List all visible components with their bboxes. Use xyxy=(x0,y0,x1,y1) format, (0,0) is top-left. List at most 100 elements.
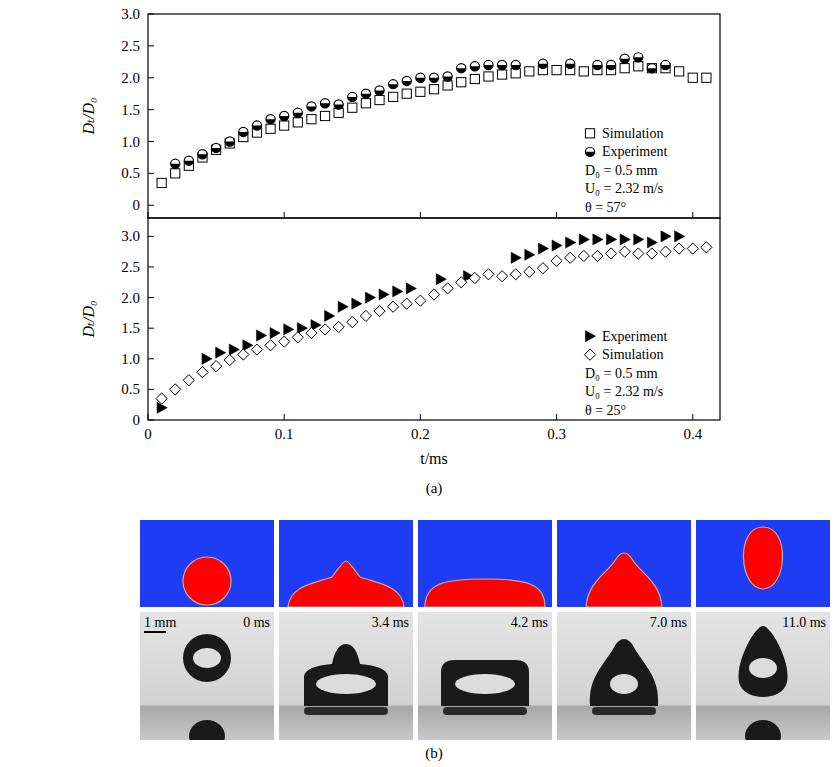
point xyxy=(470,62,479,71)
simulation-frame xyxy=(418,520,552,607)
point-outline xyxy=(239,127,248,136)
point-fill xyxy=(566,64,575,69)
point xyxy=(224,354,235,365)
point xyxy=(198,150,207,159)
point xyxy=(661,231,671,242)
point xyxy=(361,89,370,98)
point xyxy=(347,316,358,327)
photo-background xyxy=(418,612,552,740)
frame-time: 4.2 ms xyxy=(511,615,548,630)
simulation-droplet xyxy=(743,527,782,589)
point-fill xyxy=(280,116,289,121)
y-tick xyxy=(148,141,154,142)
point-outline xyxy=(293,108,302,117)
point xyxy=(375,86,384,95)
point xyxy=(497,60,506,69)
point xyxy=(620,234,630,245)
point xyxy=(634,53,643,62)
chart-1: 00.51.01.52.02.53.000.10.20.30.4Dₜ/D₀t/m… xyxy=(80,218,720,467)
point xyxy=(229,344,239,355)
annotation: D₀ = 0.5 mm xyxy=(585,163,658,178)
point-fill xyxy=(429,78,438,83)
point xyxy=(183,375,194,386)
point xyxy=(416,73,425,82)
point xyxy=(416,87,425,96)
data-points xyxy=(157,53,711,188)
point xyxy=(647,64,656,73)
frame-time: 7.0 ms xyxy=(650,615,687,630)
photo-background xyxy=(557,612,691,740)
point-outline xyxy=(511,60,520,69)
point xyxy=(238,349,249,360)
y-tick-label: 1.5 xyxy=(121,320,140,336)
point-outline xyxy=(225,137,234,146)
point-outline xyxy=(171,159,180,168)
point-outline xyxy=(361,89,370,98)
y-tick xyxy=(148,14,154,15)
point-fill xyxy=(585,152,594,157)
photo-frame xyxy=(696,612,830,740)
y-tick-label: 0.5 xyxy=(121,165,140,181)
point xyxy=(660,246,671,257)
point xyxy=(171,169,180,178)
point xyxy=(307,102,316,111)
point-fill xyxy=(239,132,248,137)
point xyxy=(348,103,357,112)
point-outline xyxy=(585,147,594,156)
photo-droplet xyxy=(441,660,529,706)
point xyxy=(605,248,616,259)
y-tick-label: 1.5 xyxy=(121,102,140,118)
point xyxy=(457,78,466,87)
point xyxy=(352,298,362,309)
x-tick xyxy=(556,212,557,218)
point-fill xyxy=(484,65,493,70)
point-fill xyxy=(634,57,643,62)
point xyxy=(457,64,466,73)
point xyxy=(585,129,594,138)
point-fill xyxy=(538,64,547,69)
y-tick xyxy=(148,173,154,174)
chart-0: 00.51.01.52.02.53.0Dₜ/D₀SimulationExperi… xyxy=(80,6,720,218)
point-outline xyxy=(470,62,479,71)
point xyxy=(510,269,521,280)
y-tick-label: 2.0 xyxy=(121,70,140,86)
point xyxy=(338,301,348,312)
y-tick-label: 3.0 xyxy=(121,228,140,244)
point xyxy=(270,327,280,338)
point xyxy=(402,76,411,85)
snapshots: 0 ms3.4 ms4.2 ms7.0 ms11.0 ms1 mm xyxy=(140,520,830,752)
point xyxy=(675,231,685,242)
point-fill xyxy=(307,106,316,111)
y-tick-label: 1.0 xyxy=(121,134,140,150)
point xyxy=(442,283,453,294)
photo-highlight xyxy=(316,674,376,694)
y-tick-label: 0.5 xyxy=(121,381,140,397)
point xyxy=(379,289,389,300)
simulation-frame xyxy=(279,520,413,607)
y-tick xyxy=(148,77,154,78)
point-fill xyxy=(320,103,329,108)
y-axis-title: Dₜ/D₀ xyxy=(80,300,97,338)
point xyxy=(443,72,452,81)
legend: SimulationExperiment xyxy=(585,126,667,160)
photo-highlight xyxy=(455,674,515,694)
point xyxy=(647,64,656,73)
point xyxy=(484,72,493,81)
panel-label: (b) xyxy=(425,745,443,762)
photo-reflection xyxy=(304,707,388,715)
y-tick xyxy=(148,236,154,237)
annotation: θ = 25° xyxy=(585,403,626,418)
point xyxy=(429,85,438,94)
point xyxy=(306,327,317,338)
y-axis-title: Dₜ/D₀ xyxy=(80,97,97,135)
point xyxy=(661,60,670,69)
photo-frame xyxy=(279,612,413,740)
point xyxy=(565,252,576,263)
point xyxy=(216,347,226,358)
photo-reflection xyxy=(592,707,656,715)
simulation-droplet xyxy=(425,579,545,607)
legend-label: Experiment xyxy=(602,329,667,344)
photo-droplet xyxy=(304,644,388,706)
y-tick xyxy=(148,109,154,110)
point xyxy=(333,321,344,332)
